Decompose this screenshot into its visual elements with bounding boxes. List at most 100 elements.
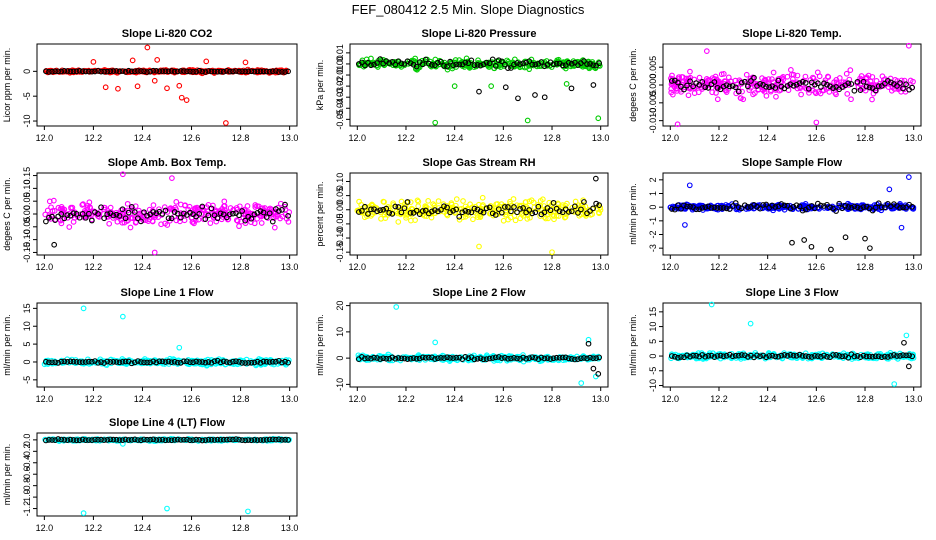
overlay-point bbox=[43, 358, 49, 365]
y-tick-label: 0.15 bbox=[22, 167, 32, 185]
overlay-point bbox=[82, 437, 89, 443]
overlay-point bbox=[107, 68, 114, 75]
overlay-point bbox=[538, 354, 545, 361]
overlay-point bbox=[702, 204, 709, 210]
overlay-point bbox=[110, 68, 117, 74]
overlay-point bbox=[128, 360, 135, 367]
overlay-point bbox=[483, 59, 490, 66]
overlay-outlier-point bbox=[808, 243, 815, 250]
overlay-point bbox=[681, 86, 687, 93]
data-point bbox=[739, 88, 745, 95]
overlay-point bbox=[70, 358, 77, 365]
y-axis-label: kPa per min. bbox=[315, 60, 325, 111]
overlay-point bbox=[492, 354, 499, 361]
overlay-point bbox=[909, 203, 916, 210]
overlay-point bbox=[380, 206, 387, 213]
overlay-point bbox=[508, 355, 514, 362]
data-point bbox=[847, 67, 854, 73]
data-point bbox=[138, 215, 145, 222]
data-point bbox=[207, 220, 214, 226]
overlay-point bbox=[58, 68, 65, 75]
overlay-point bbox=[171, 436, 178, 443]
data-point bbox=[66, 224, 73, 230]
plot-frame bbox=[662, 172, 922, 256]
overlay-point bbox=[104, 436, 111, 443]
overlay-point bbox=[199, 203, 206, 210]
overlay-point bbox=[285, 359, 291, 366]
chart-panel-9: Slope Line 3 Flow 12.0 12.2 12.4 12.6 12.8 13.… bbox=[628, 287, 922, 404]
overlay-point bbox=[89, 68, 95, 75]
data-point bbox=[709, 89, 716, 96]
overlay-point bbox=[101, 437, 107, 443]
x-tick-label: 12.2 bbox=[710, 262, 728, 272]
overlay-point bbox=[581, 58, 587, 64]
data-point bbox=[773, 93, 779, 100]
overlay-point bbox=[131, 68, 138, 75]
overlay-outlier-point bbox=[595, 371, 602, 377]
overlay-point bbox=[110, 436, 117, 443]
outlier-point bbox=[595, 115, 602, 122]
x-tick-label: 12.0 bbox=[349, 262, 367, 272]
overlay-point bbox=[860, 204, 867, 211]
overlay-point bbox=[159, 436, 166, 443]
overlay-point bbox=[144, 359, 150, 366]
overlay-point bbox=[208, 359, 215, 366]
overlay-point bbox=[732, 84, 739, 91]
overlay-point bbox=[668, 353, 675, 359]
data-point bbox=[844, 91, 851, 97]
overlay-point bbox=[104, 68, 111, 75]
overlay-point bbox=[276, 436, 282, 443]
panel-title: Slope Line 4 (LT) Flow bbox=[109, 417, 225, 429]
data-point bbox=[905, 353, 912, 359]
overlay-point bbox=[276, 69, 282, 75]
data-point bbox=[539, 196, 546, 203]
data-point bbox=[161, 204, 168, 210]
outlier-point bbox=[578, 380, 585, 386]
x-tick-label: 12.6 bbox=[183, 394, 201, 404]
overlay-point bbox=[119, 437, 126, 443]
data-point bbox=[502, 209, 509, 216]
overlay-point bbox=[532, 209, 539, 216]
x-tick-label: 12.6 bbox=[808, 394, 826, 404]
overlay-point bbox=[174, 68, 181, 75]
y-tick-label: -0.01 bbox=[335, 65, 345, 86]
data-point bbox=[106, 220, 113, 227]
data-point bbox=[528, 197, 535, 204]
overlay-point bbox=[517, 206, 523, 212]
overlay-point bbox=[565, 59, 572, 66]
x-tick-label: 12.4 bbox=[134, 394, 152, 404]
overlay-point bbox=[842, 353, 849, 359]
data-point bbox=[192, 217, 199, 224]
overlay-point bbox=[891, 352, 897, 358]
overlay-point bbox=[76, 214, 83, 221]
data-point bbox=[596, 210, 602, 217]
overlay-point bbox=[95, 436, 101, 443]
data-point bbox=[507, 205, 514, 211]
overlay-point bbox=[769, 202, 776, 209]
overlay-point bbox=[392, 355, 399, 362]
overlay-point bbox=[269, 68, 276, 75]
overlay-point bbox=[150, 67, 157, 74]
data-point bbox=[524, 216, 531, 222]
x-tick-label: 13.0 bbox=[905, 262, 923, 272]
data-point bbox=[286, 209, 293, 216]
panel-title: Slope Gas Stream RH bbox=[422, 157, 535, 169]
x-tick-label: 12.0 bbox=[349, 133, 367, 143]
overlay-point bbox=[565, 209, 572, 215]
overlay-point bbox=[404, 356, 411, 362]
overlay-point bbox=[43, 437, 49, 444]
data-point bbox=[842, 79, 849, 86]
outlier-point bbox=[585, 336, 592, 343]
overlay-point bbox=[395, 355, 402, 361]
y-tick-label: -0.10 bbox=[22, 229, 32, 250]
overlay-point bbox=[869, 207, 876, 214]
overlay-point bbox=[245, 360, 252, 366]
overlay-point bbox=[465, 60, 472, 67]
overlay-point bbox=[389, 354, 396, 361]
overlay-point bbox=[76, 437, 83, 444]
data-point bbox=[683, 75, 690, 82]
overlay-point bbox=[389, 211, 396, 217]
overlay-point bbox=[239, 437, 245, 443]
overlay-point bbox=[95, 67, 101, 74]
plot-frame bbox=[349, 43, 609, 127]
